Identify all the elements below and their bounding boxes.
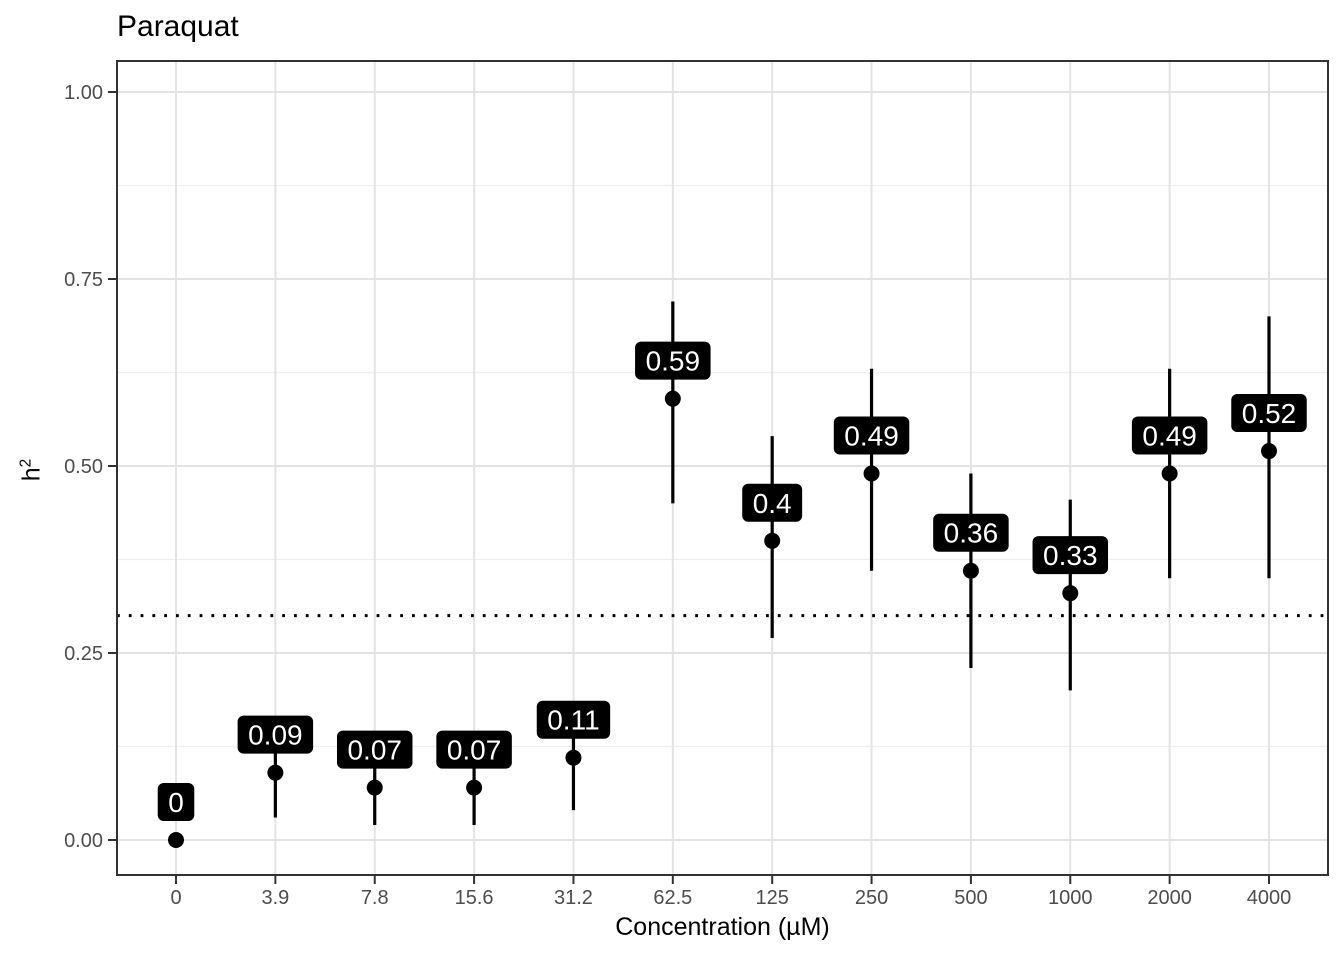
x-tick-label: 250 bbox=[855, 887, 888, 909]
plot-title: Paraquat bbox=[117, 10, 239, 43]
value-label-box bbox=[336, 730, 413, 769]
value-label-box bbox=[157, 783, 195, 821]
x-tick-label: 31.2 bbox=[554, 887, 593, 909]
data-point bbox=[565, 749, 582, 766]
value-label-text: 0.59 bbox=[646, 346, 701, 377]
x-tick-label: 125 bbox=[755, 887, 788, 909]
x-tick-label: 7.8 bbox=[361, 887, 389, 909]
value-label-text: 0.4 bbox=[753, 488, 792, 519]
value-label-text: 0.52 bbox=[1242, 398, 1297, 429]
data-point bbox=[664, 390, 681, 407]
value-label-box bbox=[237, 715, 314, 754]
x-tick-label: 500 bbox=[954, 887, 987, 909]
x-tick-label: 62.5 bbox=[653, 887, 692, 909]
y-tick-label: 1.00 bbox=[64, 82, 103, 104]
value-label-text: 0.36 bbox=[944, 518, 999, 549]
y-tick-label: 0.25 bbox=[64, 643, 103, 665]
value-label-box bbox=[436, 730, 512, 769]
value-label-box bbox=[536, 700, 611, 739]
data-point bbox=[366, 779, 383, 796]
value-label-text: 0.07 bbox=[347, 735, 402, 766]
data-point bbox=[168, 832, 184, 848]
value-label-text: 0.11 bbox=[547, 705, 599, 736]
x-tick-label: 2000 bbox=[1147, 887, 1192, 909]
data-point bbox=[764, 532, 781, 549]
value-label-box bbox=[635, 341, 711, 380]
panel-border bbox=[116, 60, 1329, 876]
value-label-text: 0.49 bbox=[844, 420, 899, 451]
value-label-box bbox=[933, 513, 1009, 552]
data-point bbox=[962, 562, 979, 579]
data-point bbox=[863, 465, 880, 482]
y-tick-label: 0.75 bbox=[64, 269, 103, 291]
value-label-text: 0.33 bbox=[1043, 540, 1098, 571]
value-label-box bbox=[742, 483, 803, 522]
value-label-box bbox=[1131, 416, 1208, 455]
x-tick-label: 1000 bbox=[1048, 887, 1093, 909]
y-tick-label: 0.00 bbox=[64, 830, 103, 852]
y-tick-label: 0.50 bbox=[64, 456, 103, 478]
value-label-box bbox=[1032, 536, 1109, 575]
data-point bbox=[1161, 465, 1178, 482]
value-label-box bbox=[1231, 394, 1307, 433]
x-tick-label: 0 bbox=[170, 887, 181, 909]
x-tick-label: 3.9 bbox=[261, 887, 289, 909]
x-tick-label: 4000 bbox=[1247, 887, 1292, 909]
data-point bbox=[267, 764, 284, 781]
data-point bbox=[1261, 443, 1277, 460]
x-tick-label: 15.6 bbox=[455, 887, 494, 909]
value-label-text: 0.49 bbox=[1142, 420, 1197, 451]
value-label-text: 0 bbox=[168, 787, 184, 818]
value-label-box bbox=[833, 416, 910, 455]
data-point bbox=[1062, 585, 1079, 602]
value-label-text: 0.07 bbox=[447, 735, 502, 766]
value-label-text: 0.09 bbox=[248, 720, 303, 751]
x-axis-title: Concentration (µM) bbox=[615, 913, 830, 941]
data-point bbox=[466, 779, 483, 796]
